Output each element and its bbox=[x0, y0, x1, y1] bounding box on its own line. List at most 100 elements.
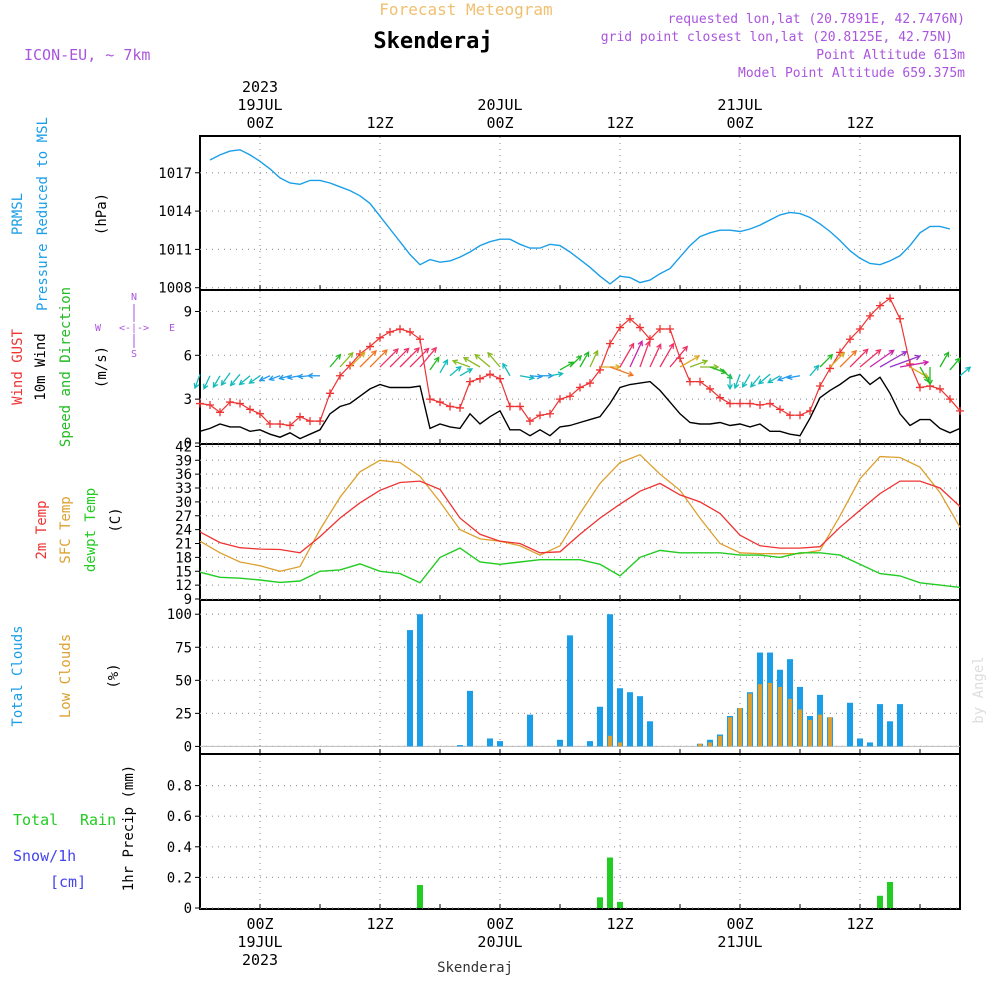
temperature-ytick-label: 18 bbox=[175, 550, 192, 566]
gust-marker bbox=[436, 398, 444, 407]
dewpt-line bbox=[199, 547, 961, 589]
wind-arrow-head bbox=[693, 355, 701, 361]
watermark: by Angel bbox=[971, 656, 987, 723]
wind-arrow-head bbox=[359, 351, 366, 358]
gust-marker bbox=[826, 364, 834, 373]
gust-marker bbox=[316, 417, 324, 426]
gust-marker bbox=[256, 409, 264, 418]
low-cloud-bar bbox=[788, 698, 792, 747]
gust-marker bbox=[936, 384, 944, 393]
temperature-ytick-label: 15 bbox=[175, 564, 192, 580]
wind-arrow-head bbox=[593, 349, 599, 356]
precip-ytick-label: 0 bbox=[184, 901, 192, 917]
wind-arrow bbox=[750, 375, 761, 388]
wind-arrow-head bbox=[229, 380, 236, 387]
pressure-ytick-label: 1011 bbox=[158, 242, 192, 258]
total-cloud-bar bbox=[867, 742, 873, 747]
top-time-label: 12Z bbox=[606, 114, 633, 132]
low-cloud-bar bbox=[698, 743, 702, 747]
cm-unit: [cm] bbox=[50, 873, 86, 891]
wind-arrow bbox=[519, 375, 534, 379]
wind-arrow-head bbox=[238, 379, 245, 386]
temperature-ytick-label: 39 bbox=[175, 453, 192, 469]
wind-arrow-head bbox=[776, 375, 784, 382]
gust-marker bbox=[866, 311, 874, 320]
wind-arrow bbox=[949, 357, 961, 371]
wind-arrow-head bbox=[423, 347, 430, 354]
temperature-ytick-label: 24 bbox=[175, 523, 192, 539]
model-altitude: Model Point Altitude 659.375m bbox=[738, 66, 965, 81]
wind-arrow bbox=[279, 375, 291, 380]
pressure-panel bbox=[199, 135, 961, 291]
wind-ytick-label: 3 bbox=[184, 392, 192, 408]
precip-ytick-label: 0.4 bbox=[167, 840, 192, 856]
wind-arrow-head bbox=[536, 373, 543, 380]
temperature-ytick-label: 42 bbox=[175, 439, 192, 455]
wind-arrow bbox=[379, 348, 399, 368]
wind-arrow bbox=[212, 375, 221, 388]
cloud-labels: Total Clouds Low Clouds (%) bbox=[10, 625, 122, 726]
gust-marker bbox=[416, 335, 424, 344]
wind-arrow-head bbox=[278, 374, 285, 381]
low-cloud-bar bbox=[748, 693, 752, 747]
total-cloud-bar bbox=[527, 714, 533, 747]
wind-arrow bbox=[287, 375, 301, 379]
temperature-ytick-label: 36 bbox=[175, 467, 192, 483]
gust-marker bbox=[636, 323, 644, 332]
gust-marker bbox=[576, 383, 584, 392]
gust-marker bbox=[216, 408, 224, 417]
gust-marker bbox=[646, 335, 654, 344]
gust-marker bbox=[586, 379, 594, 388]
top-time-label: 2023 bbox=[242, 78, 278, 96]
gust-marker bbox=[346, 361, 354, 370]
wind-arrow bbox=[579, 351, 590, 368]
wind-arrow bbox=[569, 355, 582, 368]
wind-arrow bbox=[787, 375, 801, 379]
wind-arrow bbox=[659, 343, 674, 368]
low-cloud-bar bbox=[768, 682, 772, 747]
wind-arrow bbox=[629, 340, 643, 368]
wind-arrow bbox=[639, 341, 650, 368]
wind-arrow-head bbox=[392, 348, 399, 355]
gust-marker bbox=[376, 333, 384, 342]
tick-labels: 1008101110141017036991215182124273033363… bbox=[158, 166, 921, 917]
wind-dir-label: Speed and Direction bbox=[58, 287, 74, 447]
temperature-ytick-label: 30 bbox=[175, 495, 192, 511]
prmsl-label: PRMSL bbox=[10, 193, 26, 235]
wind-ytick-label: 0 bbox=[184, 436, 192, 452]
wind-arrow bbox=[389, 347, 410, 368]
forecast-title: Forecast Meteogram bbox=[379, 0, 552, 19]
bottom-time-label: 12Z bbox=[366, 915, 393, 933]
low-cloud-bar bbox=[808, 719, 812, 747]
low-cloud-bar bbox=[758, 684, 762, 747]
top-time-label: 00Z bbox=[726, 114, 753, 132]
hpa-unit: (hPa) bbox=[94, 193, 110, 235]
wind-arrow bbox=[194, 374, 201, 389]
pressure-ytick-label: 1014 bbox=[158, 204, 192, 220]
rain-bar bbox=[887, 881, 893, 908]
wind-arrow-head bbox=[347, 351, 354, 358]
wind-arrow bbox=[839, 350, 857, 368]
clouds-ytick-label: 25 bbox=[175, 706, 192, 722]
precip-unit: 1hr Precip (mm) bbox=[121, 765, 137, 891]
total-cloud-bar bbox=[897, 704, 903, 747]
wind-arrow-head bbox=[701, 359, 709, 365]
percent-unit: (%) bbox=[106, 663, 122, 688]
gust-marker bbox=[526, 417, 534, 426]
wind-arrow bbox=[689, 360, 708, 368]
wind-arrow-head bbox=[403, 347, 410, 354]
gust-marker bbox=[716, 393, 724, 402]
low-cloud-bar bbox=[828, 717, 832, 747]
wind-arrow bbox=[369, 349, 388, 368]
wind-arrow-head bbox=[965, 366, 972, 373]
location-title: Skenderaj bbox=[373, 29, 492, 54]
wind-arrow bbox=[463, 357, 481, 368]
gust-marker bbox=[336, 371, 344, 380]
wind-arrow bbox=[502, 363, 511, 377]
top-time-label: 00Z bbox=[246, 114, 273, 132]
gust-marker bbox=[816, 382, 824, 390]
wind-arrow bbox=[329, 354, 341, 368]
wind-arrow bbox=[249, 375, 261, 384]
top-time-label: 12Z bbox=[846, 114, 873, 132]
gust-marker bbox=[296, 412, 304, 421]
